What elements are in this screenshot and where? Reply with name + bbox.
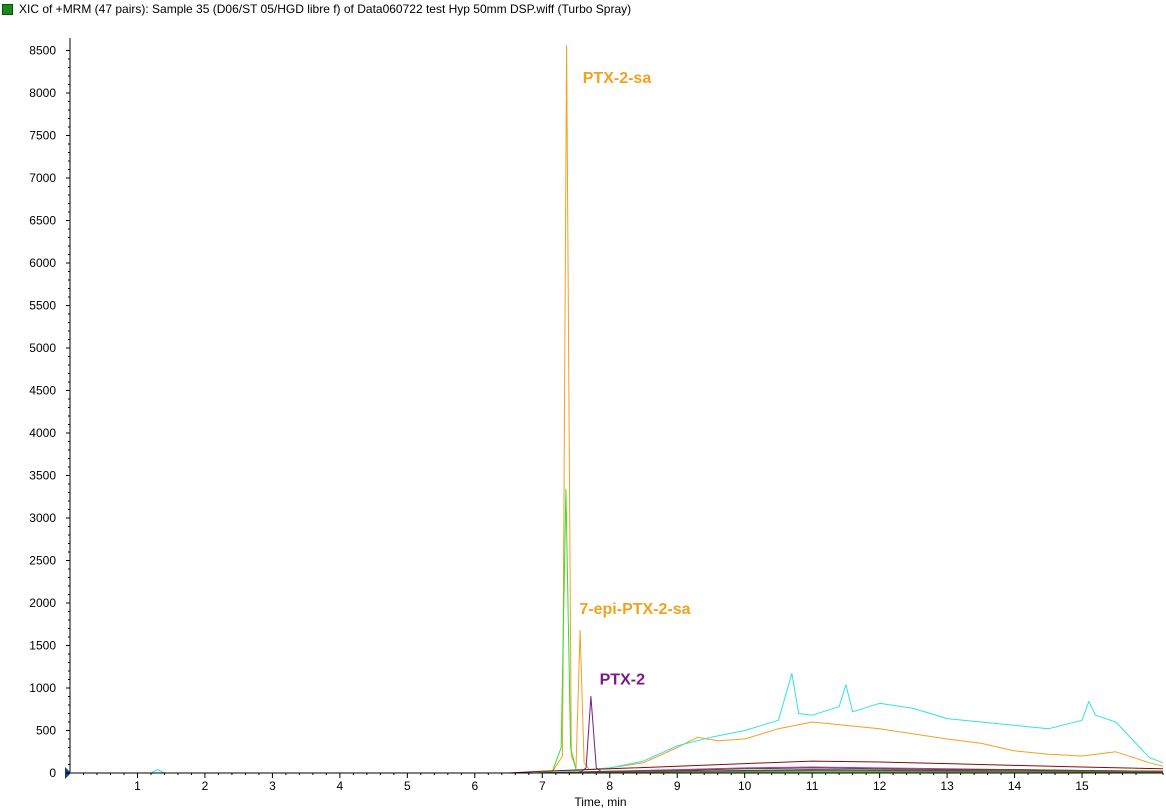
y-tick-label: 1000 [29, 681, 56, 695]
x-tick-label: 7 [539, 779, 546, 793]
peak-label: 7-epi-PTX-2-sa [579, 601, 690, 618]
y-tick-label: 5500 [29, 299, 56, 313]
peak-label: PTX-2-sa [583, 70, 652, 87]
series-line-2 [70, 673, 1164, 774]
y-tick-label: 1500 [29, 639, 56, 653]
x-tick-label: 2 [202, 779, 209, 793]
x-tick-label: 8 [606, 779, 613, 793]
y-tick-label: 5000 [29, 341, 56, 355]
series-line-3 [70, 488, 1163, 774]
y-tick-label: 3500 [29, 469, 56, 483]
peak-label: PTX-2 [600, 672, 645, 689]
x-tick-label: 5 [404, 779, 411, 793]
y-tick-label: 7000 [29, 171, 56, 185]
x-tick-label: 13 [940, 779, 954, 793]
x-axis-label: Time, min [574, 795, 626, 809]
y-tick-label: 8000 [29, 86, 56, 100]
axes-layer: 0 500 1000 1500 2000 2500 3000 3500 4000 4500 5000… [29, 38, 1164, 793]
y-tick-label: 6000 [29, 256, 56, 270]
x-tick-label: 14 [1008, 779, 1022, 793]
x-tick-label: 1 [134, 779, 141, 793]
y-tick-label: 500 [36, 724, 56, 738]
series-layer [70, 44, 1164, 774]
y-tick-label: 3000 [29, 511, 56, 525]
y-tick-label: 4500 [29, 384, 56, 398]
x-tick-label: 15 [1075, 779, 1089, 793]
y-tick-label: 2000 [29, 596, 56, 610]
y-tick-label: 2500 [29, 554, 56, 568]
chart-title-bar: XIC of +MRM (47 pairs): Sample 35 (D06/S… [0, 0, 1166, 18]
x-tick-label: 12 [873, 779, 887, 793]
legend-swatch-icon [2, 3, 13, 15]
y-tick-label: 4000 [29, 426, 56, 440]
x-tick-label: 6 [471, 779, 478, 793]
x-tick-label: 11 [806, 779, 819, 793]
y-tick-label: 7500 [29, 129, 56, 143]
x-tick-label: 9 [674, 779, 681, 793]
series-line-1 [70, 44, 1164, 774]
x-tick-label: 4 [337, 779, 344, 793]
y-tick-label: 8500 [29, 44, 56, 58]
y-tick-label: 6500 [29, 214, 56, 228]
annotation-layer: PTX-2-sa 7-epi-PTX-2-sa PTX-2 [579, 70, 690, 689]
chart-title: XIC of +MRM (47 pairs): Sample 35 (D06/S… [19, 2, 632, 16]
series-line-7 [70, 767, 1164, 774]
x-tick-label: 3 [269, 779, 276, 793]
series-line-4 [70, 696, 1164, 774]
y-tick-label: 0 [49, 766, 56, 780]
series-line-5 [70, 760, 1164, 774]
x-tick-label: 10 [738, 779, 752, 793]
